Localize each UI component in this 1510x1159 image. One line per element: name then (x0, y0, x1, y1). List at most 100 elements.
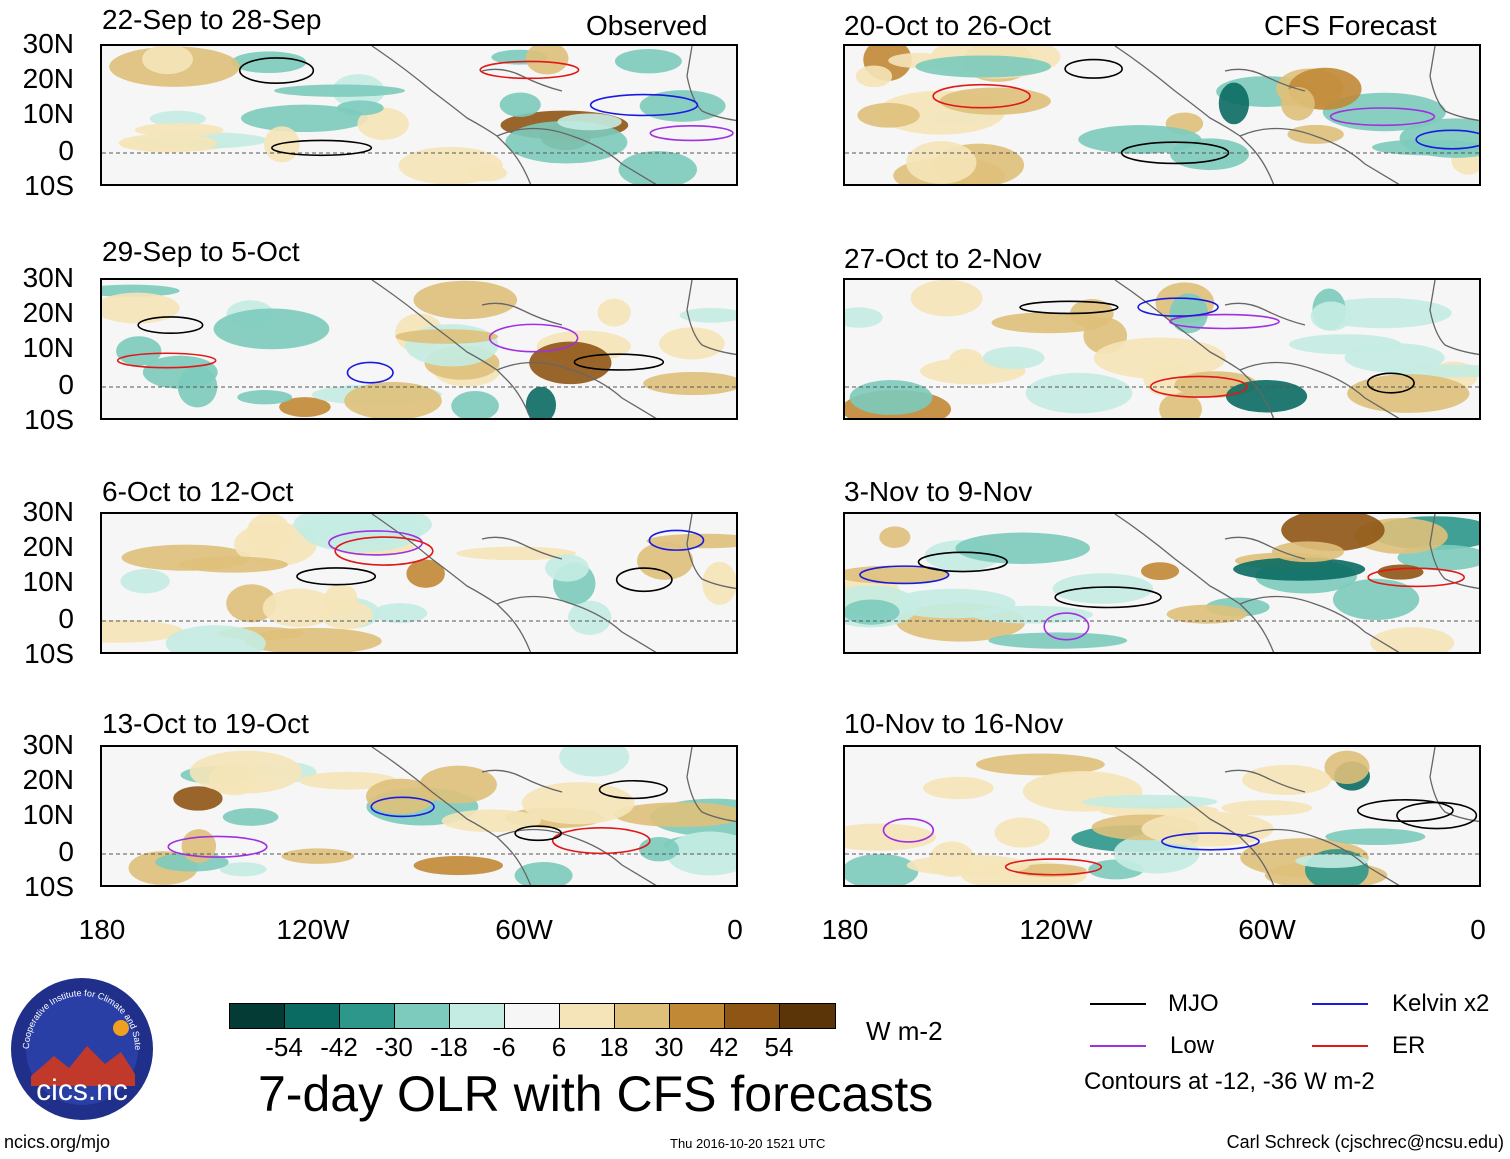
olr-anomaly (521, 782, 635, 825)
olr-anomaly (514, 861, 573, 885)
wave-contour (1169, 313, 1280, 330)
olr-anomaly (505, 120, 628, 164)
olr-anomaly (300, 514, 422, 553)
coastline (1114, 46, 1275, 184)
olr-anomaly (372, 603, 428, 624)
lat-label: 0 (58, 836, 74, 867)
wave-contour (1149, 375, 1248, 398)
panel-title: 3-Nov to 9-Nov (844, 476, 1033, 507)
olr-anomaly (994, 817, 1050, 848)
lat-label: 20N (22, 63, 74, 94)
lat-label: 10N (22, 799, 74, 830)
olr-anomaly (262, 588, 336, 628)
logo-text: cics.nc (36, 1074, 128, 1107)
footer-link[interactable]: ncics.org/mjo (4, 1132, 111, 1152)
olr-anomaly (879, 526, 911, 548)
colorbar-cell (725, 1004, 780, 1028)
panel-title: 22-Sep to 28-Sep (102, 4, 322, 35)
olr-anomaly (545, 554, 589, 582)
olr-anomaly (178, 556, 288, 573)
olr-anomaly (165, 625, 266, 652)
wave-contour (1366, 372, 1415, 394)
olr-anomaly (1082, 794, 1218, 809)
olr-anomaly (1052, 573, 1154, 604)
wave-contour (573, 353, 665, 371)
wave-contour (1161, 832, 1260, 851)
olr-anomaly (637, 541, 694, 580)
coastline (686, 747, 736, 823)
wave-contour (1004, 858, 1103, 876)
wave-contour (296, 567, 377, 586)
olr-anomaly (1093, 337, 1226, 379)
legend-label-kelvin: Kelvin x2 (1392, 990, 1490, 1017)
olr-anomaly (1332, 578, 1420, 621)
contour-note: Contours at -12, -36 W m-2 (1084, 1068, 1375, 1095)
olr-anomaly (337, 100, 384, 116)
olr-anomaly (525, 386, 557, 418)
olr-anomaly (1377, 564, 1424, 580)
olr-anomaly (1295, 854, 1369, 868)
olr-anomaly (1140, 562, 1180, 581)
olr-map (843, 745, 1481, 887)
wave-contour (615, 567, 673, 593)
lat-label: 10N (22, 332, 74, 363)
olr-anomaly (142, 46, 193, 75)
colorbar-cell (230, 1004, 285, 1028)
coastline (686, 514, 736, 590)
legend-line-low (1090, 1045, 1146, 1047)
coastline (496, 828, 657, 885)
panel-title: 10-Nov to 16-Nov (844, 708, 1064, 739)
olr-map (843, 512, 1481, 654)
olr-anomaly (189, 750, 303, 794)
lat-label: 30N (22, 262, 74, 293)
colorbar-cell (505, 1004, 560, 1028)
olr-anomaly (1322, 92, 1446, 132)
olr-anomaly (246, 514, 292, 557)
coastline (481, 68, 563, 92)
panel-label-forecast: CFS Forecast (1264, 10, 1437, 41)
colorbar-label: -6 (492, 1032, 516, 1062)
coastline (371, 280, 532, 418)
olr-anomaly (499, 92, 541, 117)
olr-anomaly (213, 308, 330, 350)
panel-title: 13-Oct to 19-Oct (102, 708, 309, 739)
olr-anomaly (658, 327, 725, 360)
olr-anomaly (845, 565, 950, 584)
olr-anomaly (413, 280, 518, 320)
lon-label: 120W (276, 914, 350, 945)
colorbar-cell (560, 1004, 615, 1028)
coastline (496, 361, 657, 418)
olr-anomaly (263, 126, 300, 163)
wave-contour (1356, 799, 1454, 822)
lat-label: 30N (22, 28, 74, 59)
colorbar-cell (340, 1004, 395, 1028)
cics-logo: Cooperative Institute for Climate and Sa… (6, 968, 155, 1122)
wave-contour (271, 139, 373, 157)
lat-label: 30N (22, 729, 74, 760)
olr-anomaly (149, 110, 206, 127)
legend-line-mjo (1090, 1003, 1146, 1005)
lon-label: 180 (821, 914, 869, 945)
olr-anomaly (1310, 301, 1352, 331)
olr-anomaly (1325, 828, 1426, 845)
wave-contour (1367, 567, 1465, 588)
lat-label: 10S (24, 404, 74, 435)
olr-anomaly (413, 855, 503, 876)
olr-anomaly (845, 853, 919, 885)
wave-contour (334, 536, 434, 566)
colorbar-cell (285, 1004, 340, 1028)
olr-anomaly (618, 150, 698, 184)
coastline (1224, 536, 1306, 560)
wave-contour (649, 125, 734, 142)
olr-anomaly (441, 809, 542, 833)
lat-label: 10S (24, 638, 74, 669)
lat-label: 30N (22, 496, 74, 527)
coastline (1429, 280, 1479, 356)
wave-contour (1415, 129, 1479, 150)
wave-contour (1120, 141, 1230, 165)
lat-label: 10N (22, 566, 74, 597)
olr-anomaly (1280, 86, 1315, 121)
olr-anomaly (970, 605, 1094, 624)
olr-anomaly (845, 823, 937, 851)
olr-anomaly (419, 765, 497, 804)
